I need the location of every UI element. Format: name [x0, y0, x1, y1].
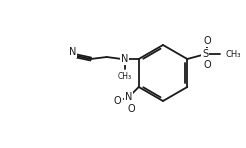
Text: N: N [125, 92, 132, 102]
Text: O: O [128, 104, 136, 114]
Text: CH₃: CH₃ [118, 72, 132, 81]
Text: CH₃: CH₃ [225, 49, 241, 58]
Text: N: N [121, 54, 128, 64]
Text: N: N [69, 47, 77, 57]
Text: O: O [203, 36, 211, 46]
Text: O: O [203, 60, 211, 70]
Text: S: S [202, 49, 208, 59]
Text: O: O [114, 96, 122, 106]
